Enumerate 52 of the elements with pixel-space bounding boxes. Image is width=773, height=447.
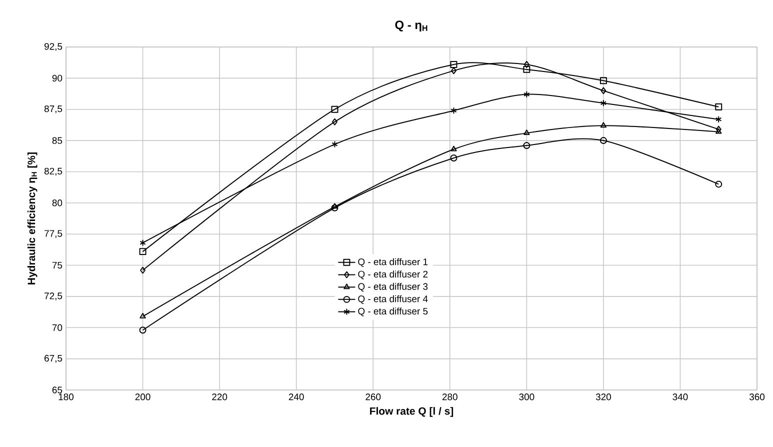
y-tick-label: 92,5 [44, 43, 62, 51]
x-tick-label: 300 [519, 394, 534, 400]
x-tick-label: 180 [58, 394, 74, 400]
point [600, 77, 607, 84]
y-tick-label: 65 [52, 386, 62, 394]
legend-label: Q - eta diffuser 4 [358, 295, 428, 304]
y-tick-label: 87,5 [44, 105, 62, 114]
y-tick-label: 72,5 [44, 292, 62, 300]
legend-label: Q - eta diffuser 1 [358, 258, 428, 267]
y-axis-title: Hydraulic efficiency η$_{H}$ [%] [27, 152, 38, 284]
x-tick-label: 280 [442, 394, 458, 400]
x-tick-label: 200 [135, 394, 150, 400]
point [523, 142, 530, 150]
point [600, 122, 607, 128]
y-tick-label: 70 [52, 324, 62, 331]
x-tick-label: 320 [596, 394, 611, 400]
point [600, 137, 607, 144]
x-tick-label: 240 [288, 394, 304, 400]
point [524, 60, 530, 68]
x-tick-label: 340 [672, 394, 688, 400]
point [331, 106, 338, 113]
x-tick-label: 360 [749, 394, 765, 400]
legend-label: Q - eta diffuser 5 [358, 308, 428, 316]
point [524, 130, 530, 136]
legend-label: Q - eta diffuser 3 [358, 282, 428, 292]
point [332, 140, 338, 148]
point [450, 67, 456, 74]
y-tick-label: 82,5 [44, 168, 62, 176]
point [523, 66, 530, 73]
point [450, 154, 458, 162]
point [715, 103, 722, 110]
point [139, 248, 146, 256]
y-tick-label: 67,5 [44, 354, 62, 363]
y-tick-label: 80 [52, 200, 62, 206]
point [450, 146, 457, 152]
point [524, 90, 530, 98]
point [332, 203, 338, 209]
y-tick-label: 75 [52, 262, 62, 269]
y-tick-label: 90 [52, 74, 62, 82]
point [332, 118, 338, 126]
point [600, 100, 607, 107]
y-tick-label: 85 [52, 137, 62, 144]
point [600, 87, 606, 94]
x-tick-label: 220 [212, 394, 228, 400]
point [450, 60, 458, 68]
x-axis-title: Flow rate Q [l / s] [370, 407, 454, 417]
legend-label: Q - eta diffuser 2 [358, 270, 428, 280]
chart-title: Q - η$_{H}$ [395, 20, 428, 32]
y-tick-label: 77,5 [44, 230, 62, 238]
x-tick-label: 260 [366, 394, 381, 400]
point [450, 107, 457, 114]
point [331, 204, 338, 212]
